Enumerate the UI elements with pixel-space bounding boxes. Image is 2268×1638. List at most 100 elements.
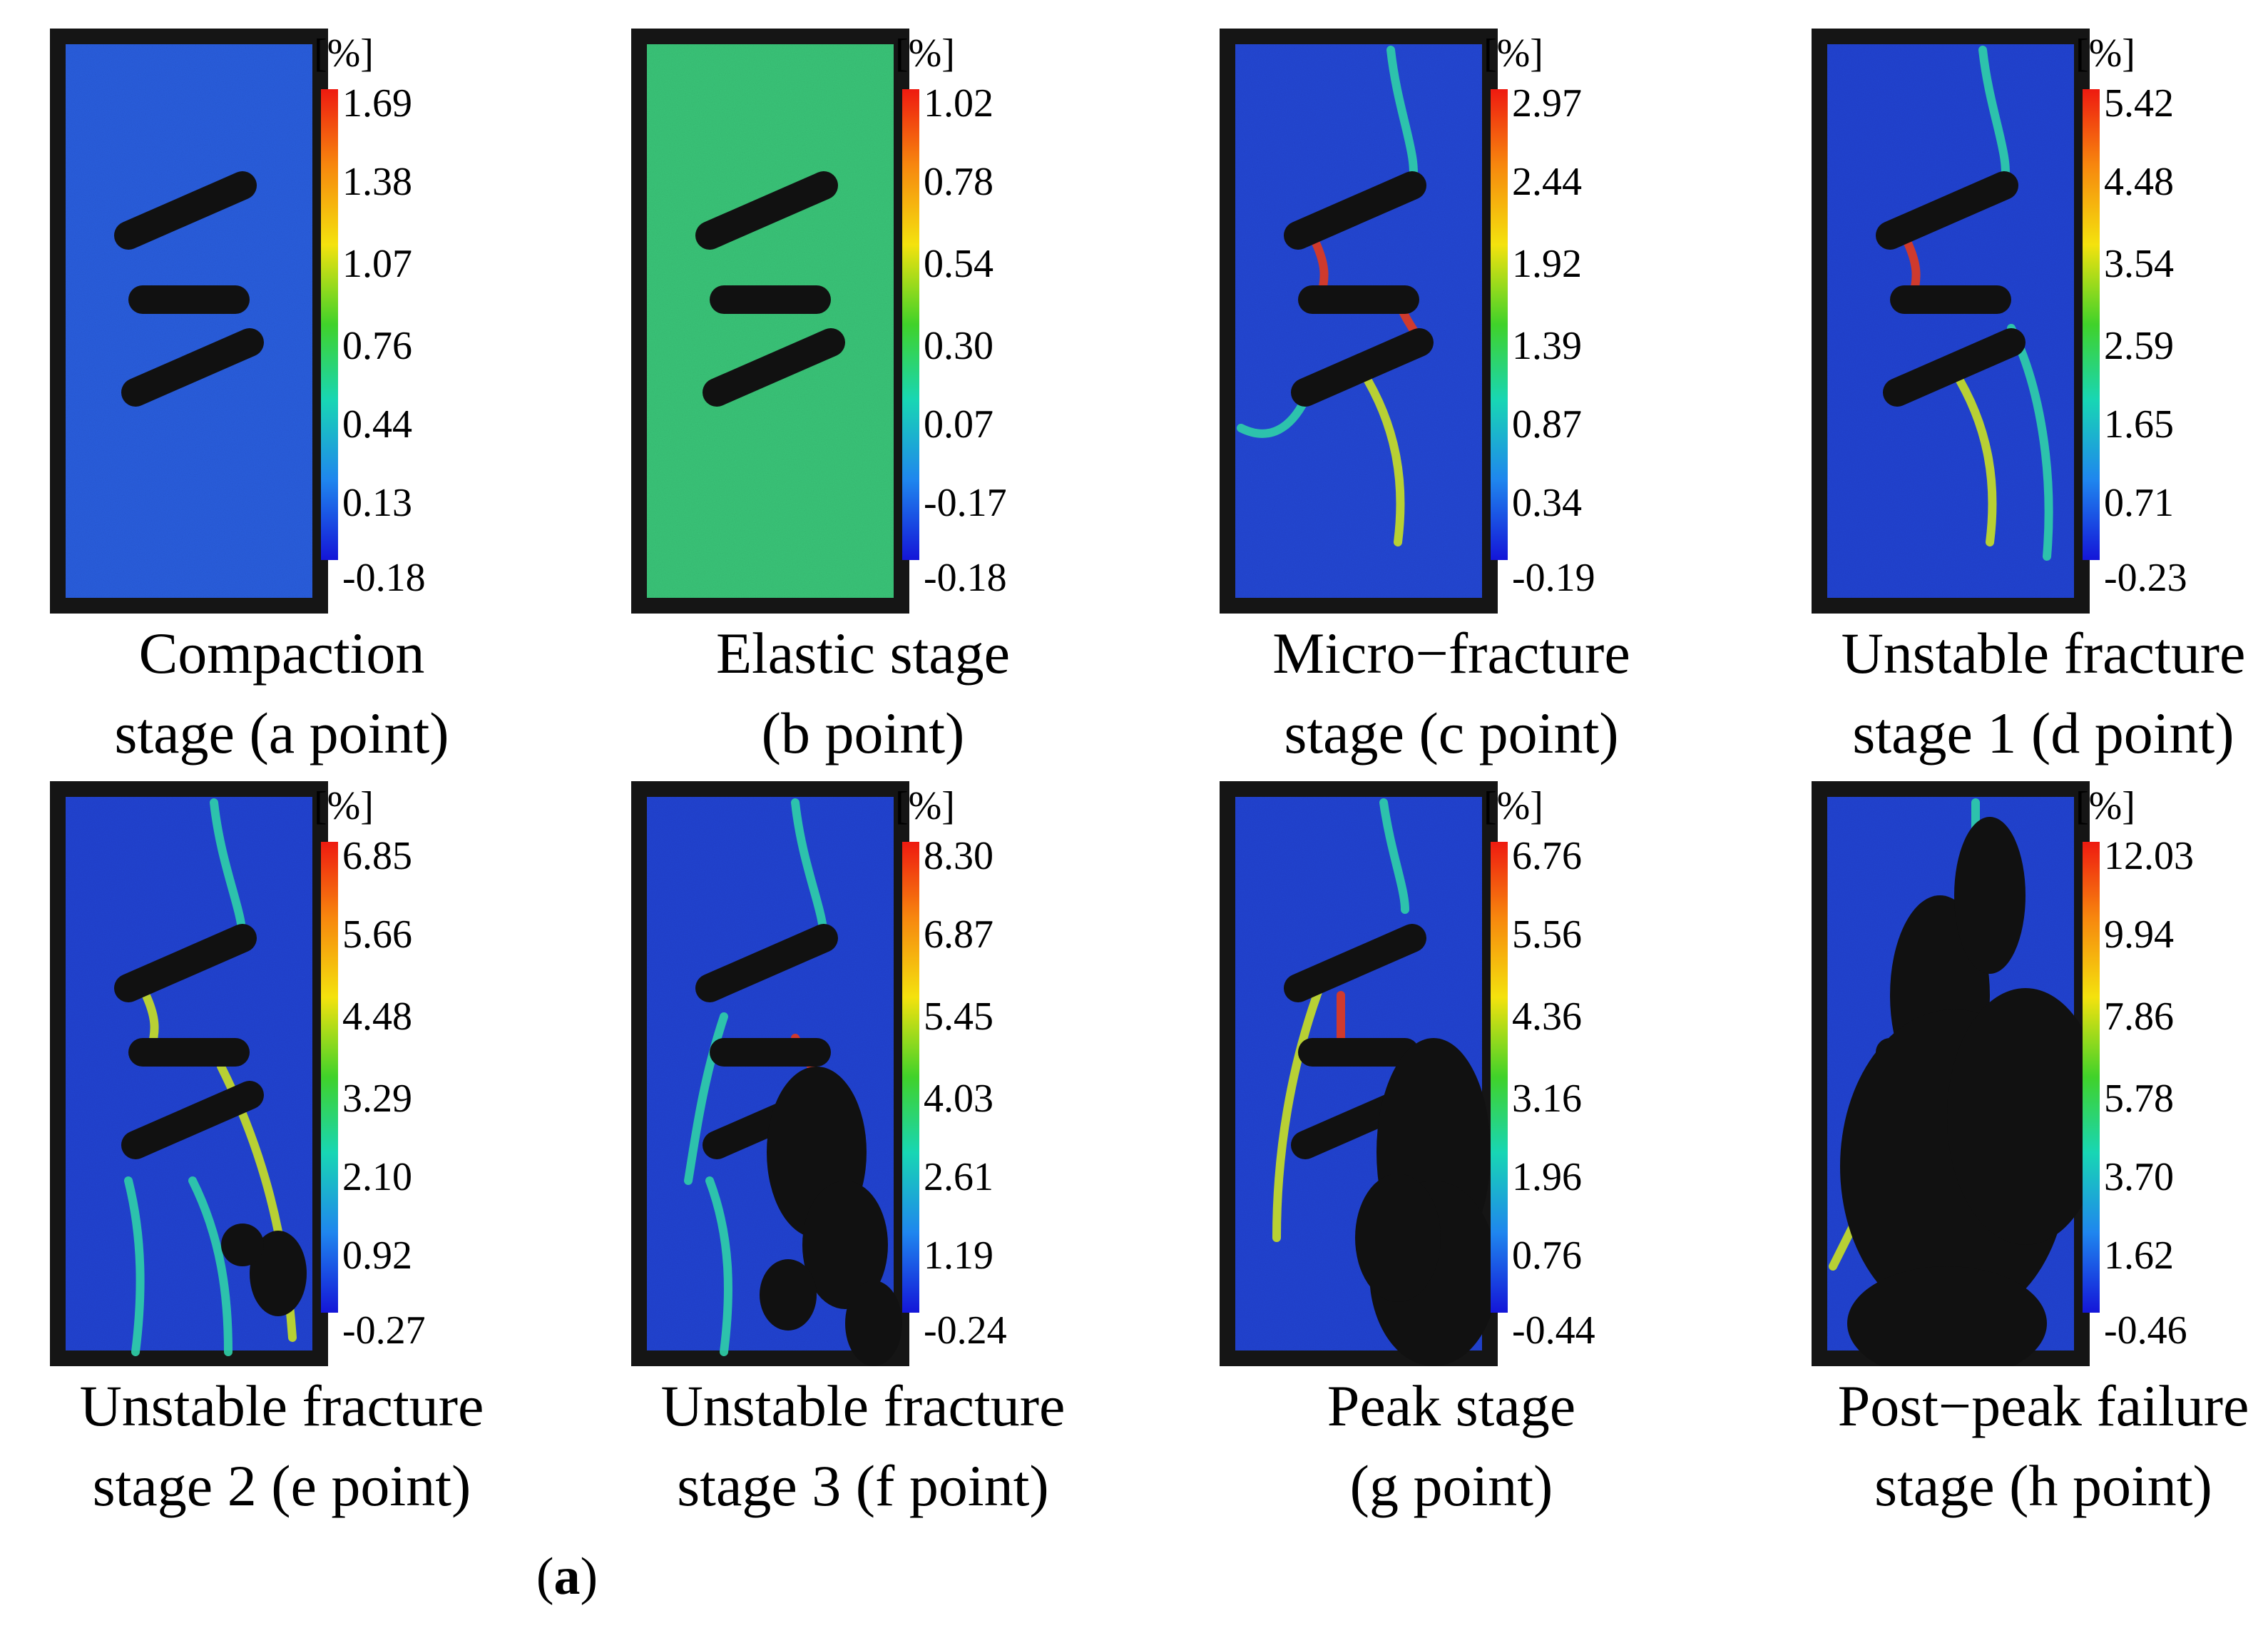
stage-caption-line: stage (c point)	[1284, 701, 1619, 765]
stage-panel: [%] 5.42 4.48 3.54 2.59 1.65 0.71 -0.23 Unstable…	[1790, 29, 2268, 778]
colorbar-tick-label: 2.97	[1512, 81, 1582, 126]
crack-band	[1379, 798, 1409, 914]
stage-panel: [%] 8.30 6.87 5.45 4.03 2.61 1.19 -0.24 Unstable…	[610, 781, 1177, 1530]
pre-existing-flaw	[1876, 171, 2018, 250]
colorbar-tick-label: 5.42	[2104, 81, 2174, 126]
stage-caption-line: Peak stage	[1327, 1373, 1576, 1438]
stage-caption-line: Unstable fracture	[1841, 621, 2246, 686]
colorbar-tick-label: -0.23	[2104, 556, 2187, 600]
colorbar-unit: [%]	[2075, 31, 2135, 76]
colorbar-tick-label: 0.87	[1512, 402, 1582, 447]
stage-caption-line: Post−peak failure	[1837, 1373, 2249, 1438]
colorbar-tick-label: 0.92	[342, 1233, 412, 1278]
pre-existing-flaw	[121, 328, 264, 407]
strain-contour-image	[50, 781, 328, 1366]
stage-caption: Post−peak failure stage (h point)	[1790, 1366, 2268, 1526]
stage-caption-line: Micro−fracture	[1272, 621, 1630, 686]
stage-caption-line: (b point)	[761, 701, 965, 765]
pre-existing-flaw	[114, 171, 257, 250]
colorbar-tick-label: 1.62	[2104, 1233, 2174, 1278]
failure-zone	[1954, 817, 2026, 974]
strain-contour-image	[1812, 29, 2090, 614]
strain-contour-image	[1220, 29, 1498, 614]
colorbar-unit: [%]	[895, 31, 955, 76]
colorbar-tick-label: 0.44	[342, 402, 412, 447]
failure-zone	[760, 1259, 817, 1331]
colorbar	[321, 89, 338, 560]
colorbar-tick-label: -0.18	[342, 556, 426, 600]
colorbar-tick-label: 6.85	[342, 834, 412, 878]
colorbar-unit: [%]	[2075, 784, 2135, 828]
stage-caption: Unstable fracture stage 2 (e point)	[29, 1366, 535, 1526]
colorbar-tick-label: 0.71	[2104, 481, 2174, 525]
colorbar-tick-label: 0.78	[924, 160, 993, 204]
colorbar-tick-label: 1.38	[342, 160, 412, 204]
crack-band	[1358, 367, 1405, 546]
colorbar-tick-label: 9.94	[2104, 912, 2174, 957]
failure-zone	[1847, 1266, 2047, 1366]
colorbar-tick-label: -0.18	[924, 556, 1007, 600]
colorbar-tick-label: 3.54	[2104, 242, 2174, 286]
strain-contour-image	[631, 781, 909, 1366]
pre-existing-flaw	[703, 328, 845, 407]
colorbar-tick-label: 6.87	[924, 912, 993, 957]
stage-panel: [%] 1.69 1.38 1.07 0.76 0.44 0.13 -0.18 Compacti…	[29, 29, 596, 778]
stage-panel: [%] 12.03 9.94 7.86 5.78 3.70 1.62 -0.46 Post−pe…	[1790, 781, 2268, 1530]
colorbar-tick-label: 2.61	[924, 1155, 993, 1199]
colorbar	[902, 842, 919, 1313]
colorbar	[1491, 842, 1508, 1313]
colorbar	[902, 89, 919, 560]
failure-zone	[221, 1224, 264, 1266]
failure-zone	[250, 1231, 307, 1316]
colorbar-tick-label: 2.10	[342, 1155, 412, 1199]
strain-contour-image	[1812, 781, 2090, 1366]
failure-zone	[845, 1281, 902, 1366]
colorbar-tick-label: 1.65	[2104, 402, 2174, 447]
colorbar-tick-label: 2.44	[1512, 160, 1582, 204]
colorbar	[321, 842, 338, 1313]
colorbar-tick-label: 0.34	[1512, 481, 1582, 525]
pre-existing-flaw	[695, 924, 838, 1002]
colorbar-tick-label: -0.24	[924, 1308, 1007, 1353]
pre-existing-flaw	[121, 1081, 264, 1159]
colorbar-unit: [%]	[895, 784, 955, 828]
colorbar-tick-label: 12.03	[2104, 834, 2194, 878]
colorbar-tick-label: 4.48	[342, 994, 412, 1039]
colorbar-unit: [%]	[314, 784, 374, 828]
stage-caption-line: stage 2 (e point)	[92, 1453, 471, 1518]
subfigure-label: (a)	[536, 1547, 598, 1606]
colorbar-tick-label: -0.46	[2104, 1308, 2187, 1353]
colorbar-tick-label: 5.78	[2104, 1077, 2174, 1121]
crack-band	[705, 1176, 732, 1356]
colorbar-tick-label: 8.30	[924, 834, 993, 878]
colorbar-tick-label: 4.03	[924, 1077, 993, 1121]
stage-caption: Unstable fracture stage 3 (f point)	[610, 1366, 1116, 1526]
colorbar-tick-label: -0.27	[342, 1308, 426, 1353]
crack-band	[1950, 367, 1997, 546]
strain-contour-image	[50, 29, 328, 614]
colorbar-tick-label: 0.30	[924, 324, 993, 368]
crack-band	[188, 1176, 233, 1356]
colorbar-tick-label: 0.13	[342, 481, 412, 525]
stage-panel: [%] 1.02 0.78 0.54 0.30 0.07 -0.17 -0.18 Elastic…	[610, 29, 1177, 778]
colorbar-tick-label: 6.76	[1512, 834, 1582, 878]
crack-band	[2007, 324, 2053, 561]
colorbar-tick-label: -0.17	[924, 481, 1007, 525]
stage-caption-line: stage (h point)	[1874, 1453, 2212, 1518]
colorbar-unit: [%]	[1483, 31, 1543, 76]
stage-panel: [%] 6.85 5.66 4.48 3.29 2.10 0.92 -0.27 Unstable…	[29, 781, 596, 1530]
stage-caption-line: Unstable fracture	[660, 1373, 1066, 1438]
strain-contour-image	[631, 29, 909, 614]
colorbar-tick-label: 3.70	[2104, 1155, 2174, 1199]
colorbar-tick-label: 0.76	[1512, 1233, 1582, 1278]
stage-caption-line: stage 3 (f point)	[677, 1453, 1049, 1518]
stage-caption-line: Elastic stage	[715, 621, 1011, 686]
pre-existing-flaw	[1291, 328, 1434, 407]
stage-caption-line: Compaction	[138, 621, 425, 686]
pre-existing-flaw	[1284, 171, 1426, 250]
stage-caption-line: stage (a point)	[114, 701, 449, 765]
colorbar-tick-label: -0.19	[1512, 556, 1595, 600]
colorbar-tick-label: 1.69	[342, 81, 412, 126]
colorbar-tick-label: 0.76	[342, 324, 412, 368]
crack-band	[1237, 395, 1309, 438]
